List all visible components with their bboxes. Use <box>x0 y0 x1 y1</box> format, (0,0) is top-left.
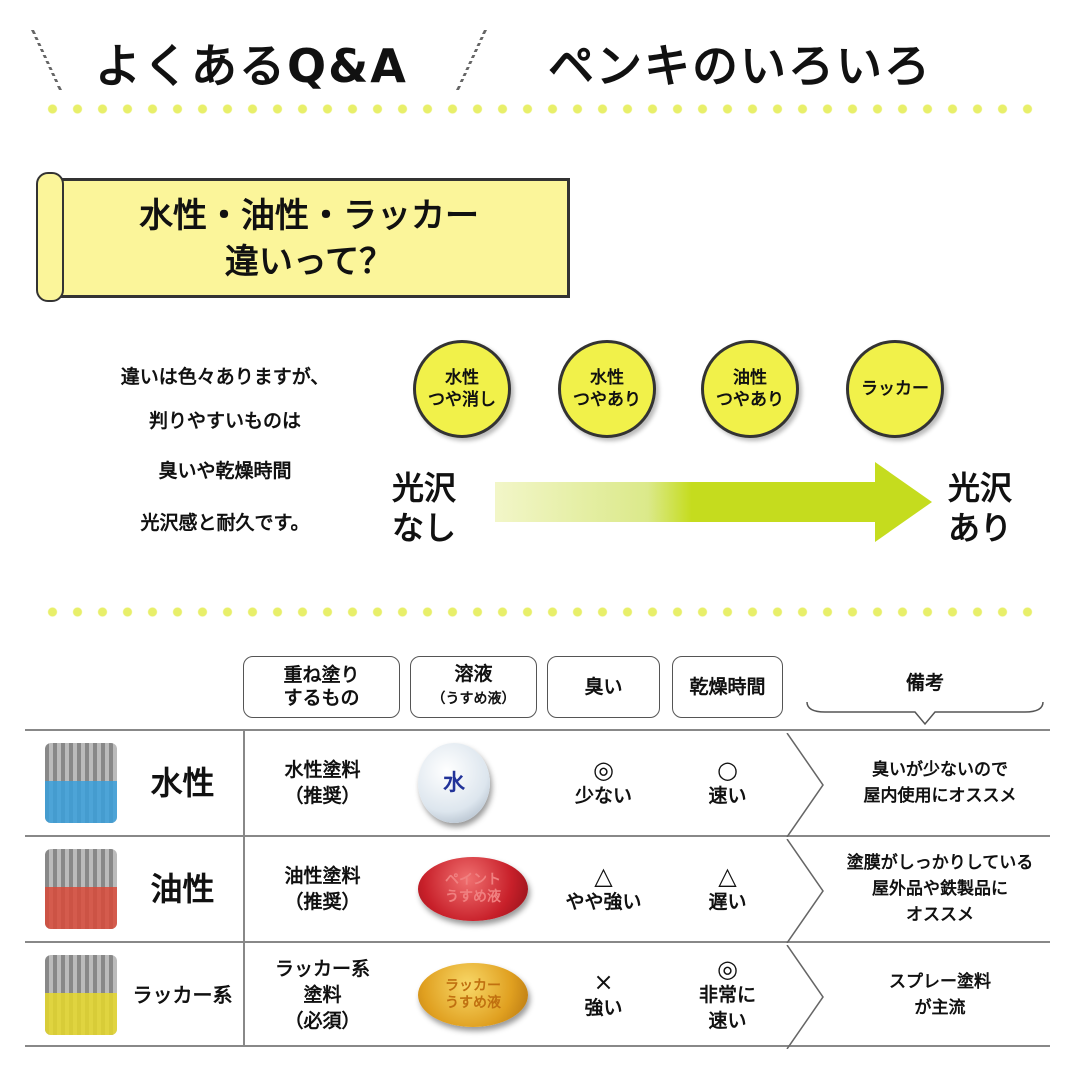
gloss-item: ラッカー <box>846 340 944 438</box>
smell-cell: × 強い <box>584 968 623 1019</box>
dry-time-cell: ◎ 非常に 速い <box>698 955 756 1032</box>
decor-slash <box>31 30 62 90</box>
lead-text: 違いは色々ありますが、 <box>120 366 330 388</box>
row-divider <box>25 835 1050 837</box>
lead-text: 光沢感と耐久です。 <box>140 512 310 534</box>
dry-time-cell: △ 遅い <box>708 862 747 913</box>
chevron-right-icon <box>786 945 824 1049</box>
column-header: 重ね塗り するもの <box>243 656 400 718</box>
page-title: ペンキのいろいろ <box>548 39 932 93</box>
question-line: 水性・油性・ラッカー <box>139 196 479 236</box>
scroll-roll-icon <box>36 172 64 302</box>
row-divider <box>25 729 1050 731</box>
solvent-drop: ペイント うすめ液 <box>418 857 528 921</box>
section-label: よくあるQ&A <box>95 39 408 93</box>
table-row: ラッカー系 ラッカー系 塗料 （必須） ラッカー うすめ液 × 強い ◎ 非常に 速い スプ… <box>0 943 1080 1049</box>
column-header: 備考 <box>905 672 944 694</box>
smell-cell: △ やや強い <box>565 862 642 913</box>
paint-can-icon <box>45 955 117 1035</box>
question-line: 違いって？ <box>224 242 394 282</box>
note-cell: 臭いが少ないので 屋内使用にオススメ <box>863 760 1017 806</box>
paint-type: 水性 <box>150 764 215 802</box>
gloss-arrow-icon <box>495 462 932 542</box>
brace-icon <box>806 701 1044 726</box>
chevron-right-icon <box>786 733 824 837</box>
paint-can-icon <box>45 743 117 823</box>
decor-slash <box>456 30 487 90</box>
solvent-drop: 水 <box>418 743 490 823</box>
row-divider <box>25 941 1050 943</box>
table-row: 水性 水性塗料 （推奨） 水 ◎ 少ない ○ 速い 臭いが少ないので 屋内使用にオススメ <box>0 731 1080 837</box>
gloss-item: 水性 つや消し <box>413 340 511 438</box>
row-divider <box>25 1045 1050 1047</box>
smell-cell: ◎ 少ない <box>574 756 632 807</box>
paint-can-icon <box>45 849 117 929</box>
lead-text: 臭いや乾燥時間 <box>158 460 292 482</box>
dry-time-cell: ○ 速い <box>708 756 747 807</box>
solvent-drop: ラッカー うすめ液 <box>418 963 528 1027</box>
paint-name: ラッカー系 塗料 （必須） <box>274 958 370 1032</box>
gloss-high-label: 光沢 あり <box>948 469 1013 547</box>
column-header: 臭い <box>547 656 660 718</box>
paint-name: 油性塗料 （推奨） <box>284 865 361 913</box>
lead-text: 判りやすいものは <box>148 410 301 432</box>
column-divider <box>243 729 245 1045</box>
gloss-low-label: 光沢 なし <box>392 469 457 547</box>
table-row: 油性 油性塗料 （推奨） ペイント うすめ液 △ やや強い △ 遅い 塗膜がしっかりして… <box>0 837 1080 943</box>
dotted-divider <box>40 104 1040 114</box>
paint-type: 油性 <box>150 870 215 908</box>
dotted-divider <box>40 607 1040 617</box>
column-header: 乾燥時間 <box>672 656 783 718</box>
paint-type: ラッカー系 <box>132 983 233 1007</box>
gloss-item: 水性 つやあり <box>558 340 656 438</box>
column-header: 溶液 （うすめ液） <box>410 656 537 718</box>
note-cell: スプレー塗料 が主流 <box>889 972 991 1018</box>
note-cell: 塗膜がしっかりしている 屋外品や鉄製品に オススメ <box>846 853 1034 925</box>
question-banner: 水性・油性・ラッカー 違いって？ <box>48 178 570 298</box>
gloss-item: 油性 つやあり <box>701 340 799 438</box>
paint-name: 水性塗料 （推奨） <box>284 759 361 807</box>
chevron-right-icon <box>786 839 824 943</box>
